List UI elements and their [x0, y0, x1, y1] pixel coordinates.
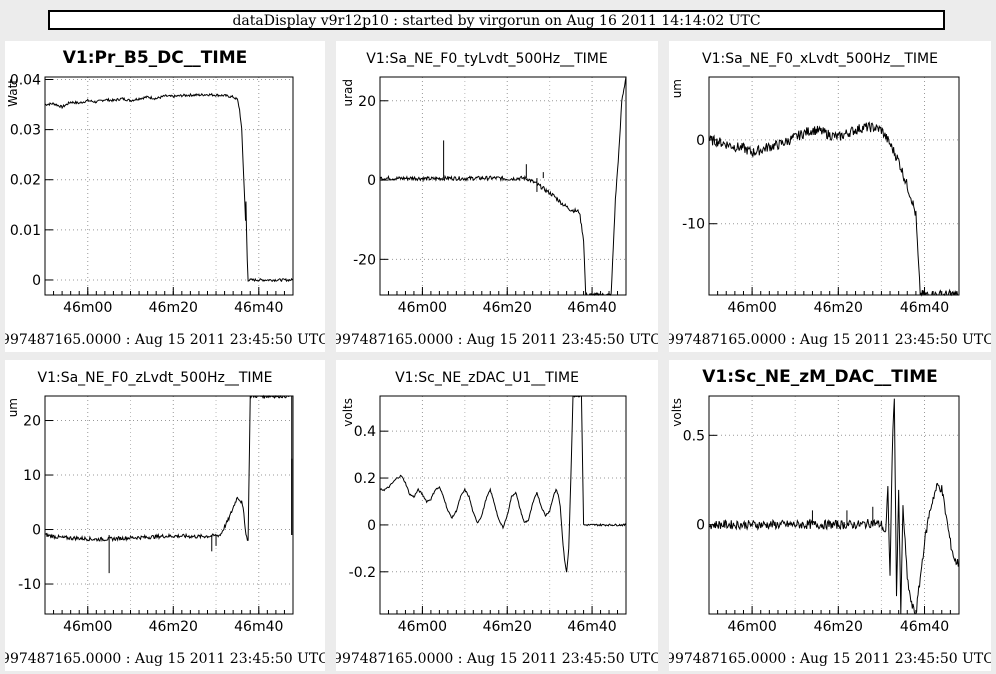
y-tick-label: 0.4: [354, 424, 376, 440]
plot-frame: [708, 76, 960, 296]
y-axis-label: volts: [341, 398, 355, 427]
y-axis-label: urad: [341, 79, 355, 107]
series-line: [44, 92, 294, 283]
x-tick-label: 46m00: [398, 619, 447, 635]
series-line: [379, 395, 627, 573]
window-title-bar: dataDisplay v9r12p10 : started by virgor…: [48, 10, 945, 30]
y-tick-label: 0.5: [683, 428, 705, 444]
x-tick-label: 46m20: [483, 300, 532, 316]
grid: [44, 77, 293, 295]
x-tick-label: 46m40: [234, 619, 283, 635]
y-tick-label: 0: [367, 518, 376, 534]
x-tick-label: 46m40: [900, 300, 949, 316]
chart-title: V1:Sc_NE_zM_DAC__TIME: [702, 367, 937, 387]
plot-frame: [379, 395, 627, 615]
y-tick-label: 0: [32, 273, 41, 289]
chart-panel-1: V1:Pr_B5_DC__TIME Watt 46m00 46m20 46m40 0 0.0…: [5, 41, 325, 352]
x-tick-label: 46m40: [900, 619, 949, 635]
y-axis-label: volts: [670, 398, 684, 427]
grid: [44, 396, 293, 614]
y-tick-label: 0: [696, 133, 705, 149]
y-tick-label: 0.2: [354, 471, 376, 487]
x-tick-label: 46m40: [567, 619, 616, 635]
y-tick-label: 20: [23, 414, 41, 430]
plot-frame: [379, 76, 627, 296]
y-tick-label: 10: [23, 468, 41, 484]
x-tick-label: 46m20: [814, 300, 863, 316]
grid: [379, 396, 626, 614]
y-tick-label: 0: [32, 523, 41, 539]
y-tick-label: -0.2: [349, 565, 376, 581]
y-tick-label: -10: [682, 217, 705, 233]
series-line: [708, 121, 959, 297]
y-axis-label: um: [6, 398, 20, 417]
x-axis-label: 997487165.0000 : Aug 15 2011 23:45:50 UT…: [336, 651, 658, 667]
grid: [708, 396, 959, 614]
x-tick-label: 46m00: [398, 300, 447, 316]
chart-title: V1:Sa_NE_F0_xLvdt_500Hz__TIME: [702, 51, 938, 67]
x-axis-label: 997487165.0000 : Aug 15 2011 23:45:50 UT…: [5, 651, 325, 667]
y-axis-label: Watt: [6, 79, 20, 107]
y-tick-label: -10: [18, 577, 41, 593]
series-line: [708, 398, 960, 615]
chart-title: V1:Pr_B5_DC__TIME: [63, 48, 247, 68]
series-line: [44, 394, 293, 543]
grid: [379, 77, 626, 295]
x-tick-label: 46m40: [567, 300, 616, 316]
x-tick-label: 46m20: [483, 619, 532, 635]
chart-title: V1:Sa_NE_F0_zLvdt_500Hz__TIME: [38, 370, 273, 386]
y-tick-label: 0.03: [10, 123, 41, 139]
x-axis-label: 997487165.0000 : Aug 15 2011 23:45:50 UT…: [5, 332, 325, 348]
x-tick-label: 46m40: [234, 300, 283, 316]
window-title: dataDisplay v9r12p10 : started by virgor…: [232, 13, 761, 29]
y-tick-label: 0.02: [10, 173, 41, 189]
x-tick-label: 46m20: [149, 619, 198, 635]
x-tick-label: 46m00: [63, 619, 112, 635]
chart-title: V1:Sc_NE_zDAC_U1__TIME: [395, 370, 579, 386]
x-axis-label: 997487165.0000 : Aug 15 2011 23:45:50 UT…: [669, 651, 991, 667]
y-axis-label: um: [670, 79, 684, 98]
plot-frame: [708, 395, 960, 615]
y-tick-label: 0.01: [10, 223, 41, 239]
x-axis-label: 997487165.0000 : Aug 15 2011 23:45:50 UT…: [336, 332, 658, 348]
grid: [708, 77, 959, 295]
x-axis-label: 997487165.0000 : Aug 15 2011 23:45:50 UT…: [669, 332, 991, 348]
x-tick-label: 46m20: [814, 619, 863, 635]
x-tick-label: 46m00: [727, 619, 776, 635]
plot-frame: [44, 395, 294, 615]
y-tick-label: 0.04: [10, 73, 41, 89]
y-tick-label: -20: [353, 252, 376, 268]
y-tick-label: 0: [696, 518, 705, 534]
x-tick-label: 46m00: [63, 300, 112, 316]
y-tick-label: 20: [358, 94, 376, 110]
series-line: [379, 76, 627, 297]
x-tick-label: 46m20: [149, 300, 198, 316]
chart-title: V1:Sa_NE_F0_tyLvdt_500Hz__TIME: [366, 51, 607, 67]
x-tick-label: 46m00: [727, 300, 776, 316]
plot-frame: [44, 76, 294, 296]
y-tick-label: 0: [367, 173, 376, 189]
